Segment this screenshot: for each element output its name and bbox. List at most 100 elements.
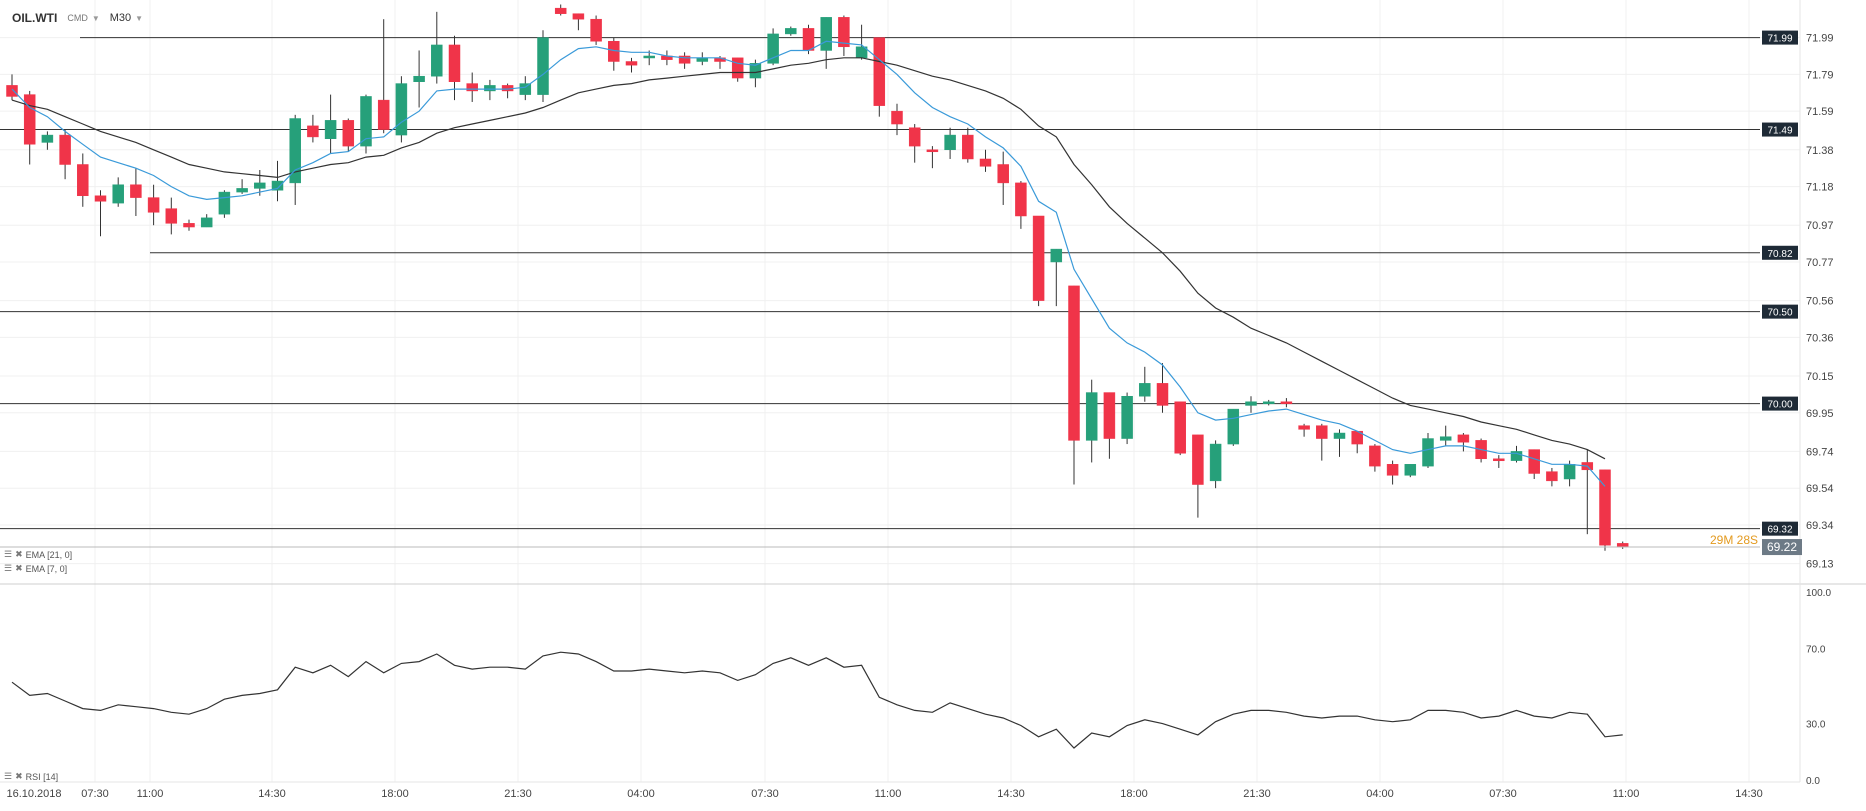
candle-body bbox=[1528, 449, 1540, 474]
candle-body bbox=[360, 96, 372, 147]
ema7-legend[interactable]: ☰ ✖ EMA [7, 0] bbox=[4, 563, 67, 574]
price-tick-label: 71.38 bbox=[1806, 145, 1834, 157]
candle-body bbox=[165, 208, 178, 224]
market-selector[interactable]: CMD ▼ bbox=[67, 13, 99, 23]
candle-body bbox=[236, 188, 248, 193]
candle-body bbox=[1227, 408, 1240, 445]
candle-body bbox=[342, 120, 355, 147]
x-tick-label: 07:30 bbox=[751, 788, 779, 800]
rsi-tick-label: 70.0 bbox=[1806, 644, 1826, 655]
candle-countdown: 29M 28S bbox=[1710, 533, 1758, 547]
candle-body bbox=[1245, 401, 1257, 406]
candle-body bbox=[1422, 438, 1434, 467]
candle-body bbox=[767, 33, 779, 64]
candle-body bbox=[1050, 248, 1063, 263]
timeframe-label: M30 bbox=[109, 12, 132, 24]
price-tick-label: 71.99 bbox=[1806, 33, 1834, 45]
level-tag bbox=[1762, 122, 1798, 137]
level-tag-label: 71.99 bbox=[1767, 34, 1792, 45]
candle-body bbox=[1369, 445, 1381, 467]
candle-body bbox=[820, 17, 832, 51]
candle-body bbox=[979, 158, 992, 167]
x-tick-label: 16.10.2018 bbox=[6, 788, 61, 800]
candle-body bbox=[749, 63, 762, 79]
candle-body bbox=[1546, 471, 1558, 482]
chevron-down-icon: ▼ bbox=[135, 13, 144, 23]
candle-body bbox=[200, 217, 213, 228]
ema21-legend[interactable]: ☰ ✖ EMA [21, 0] bbox=[4, 549, 72, 560]
x-tick-label: 18:00 bbox=[381, 788, 409, 800]
candle-body bbox=[1457, 434, 1470, 443]
candle-body bbox=[519, 83, 532, 95]
candle-body bbox=[1298, 425, 1310, 430]
candle-body bbox=[1616, 543, 1629, 548]
price-tick-label: 70.97 bbox=[1806, 220, 1834, 232]
candle-body bbox=[307, 125, 319, 138]
candle-body bbox=[1015, 182, 1027, 217]
candle-body bbox=[1156, 383, 1169, 406]
level-tag-label: 71.49 bbox=[1767, 126, 1792, 137]
x-tick-label: 11:00 bbox=[137, 788, 164, 800]
settings-lines-icon[interactable]: ☰ bbox=[4, 771, 13, 781]
candle-body bbox=[1174, 401, 1186, 454]
candle-body bbox=[838, 17, 850, 48]
close-icon[interactable]: ✖ bbox=[15, 563, 23, 573]
ema21-line bbox=[11, 57, 1606, 460]
candle-body bbox=[1262, 401, 1275, 405]
rsi-legend[interactable]: ☰ ✖ RSI [14] bbox=[4, 771, 58, 782]
candle-body bbox=[1599, 469, 1611, 546]
candle-body bbox=[997, 164, 1009, 184]
candle-body bbox=[1085, 392, 1098, 441]
candle-body bbox=[873, 37, 886, 106]
level-tag-label: 70.00 bbox=[1767, 400, 1792, 411]
candle-body bbox=[731, 57, 744, 79]
x-tick-label: 07:30 bbox=[81, 788, 109, 800]
x-tick-label: 14:30 bbox=[258, 788, 286, 800]
candle-body bbox=[1316, 425, 1328, 439]
candle-body bbox=[962, 134, 974, 160]
timeframe-selector[interactable]: M30 ▼ bbox=[110, 12, 143, 24]
settings-lines-icon[interactable]: ☰ bbox=[4, 563, 13, 573]
price-tick-label: 69.13 bbox=[1806, 559, 1834, 571]
price-tick-label: 71.18 bbox=[1806, 182, 1834, 194]
candle-body bbox=[1103, 392, 1116, 439]
candle-body bbox=[112, 184, 124, 204]
market-label: CMD bbox=[67, 13, 88, 23]
candle-body bbox=[590, 18, 602, 42]
price-tick-label: 71.79 bbox=[1806, 69, 1834, 81]
price-tick-label: 70.56 bbox=[1806, 296, 1834, 308]
price-tick-label: 69.95 bbox=[1806, 408, 1834, 420]
close-icon[interactable]: ✖ bbox=[15, 549, 23, 559]
candle-body bbox=[1121, 395, 1133, 439]
candle-body bbox=[1139, 383, 1151, 397]
candle-body bbox=[1386, 464, 1399, 476]
candle-body bbox=[413, 75, 425, 82]
candle-body bbox=[377, 99, 390, 130]
ema7-label: EMA [7, 0] bbox=[25, 563, 68, 574]
candle-body bbox=[466, 83, 478, 92]
symbol-label[interactable]: OIL.WTI bbox=[12, 11, 58, 25]
price-tick-label: 69.54 bbox=[1806, 483, 1834, 495]
candle-body bbox=[77, 164, 89, 197]
level-tag bbox=[1762, 396, 1798, 411]
rsi-tick-label: 0.0 bbox=[1806, 776, 1820, 787]
candle-body bbox=[537, 37, 549, 95]
x-tick-label: 14:30 bbox=[997, 788, 1025, 800]
candle-body bbox=[891, 110, 903, 125]
candle-body bbox=[6, 85, 18, 97]
settings-lines-icon[interactable]: ☰ bbox=[4, 549, 13, 559]
close-icon[interactable]: ✖ bbox=[15, 771, 23, 781]
candle-body bbox=[23, 94, 36, 145]
candle-body bbox=[1032, 215, 1045, 301]
price-tick-label: 71.59 bbox=[1806, 106, 1834, 118]
candle-body bbox=[1280, 401, 1293, 405]
candle-body bbox=[431, 44, 443, 77]
candle-body bbox=[254, 182, 266, 189]
level-tag bbox=[1762, 521, 1798, 536]
candle-body bbox=[1192, 434, 1204, 485]
current-price-tag bbox=[1762, 539, 1802, 556]
rsi-label: RSI [14] bbox=[25, 771, 59, 782]
candle-body bbox=[643, 55, 655, 59]
level-tag bbox=[1762, 245, 1798, 260]
